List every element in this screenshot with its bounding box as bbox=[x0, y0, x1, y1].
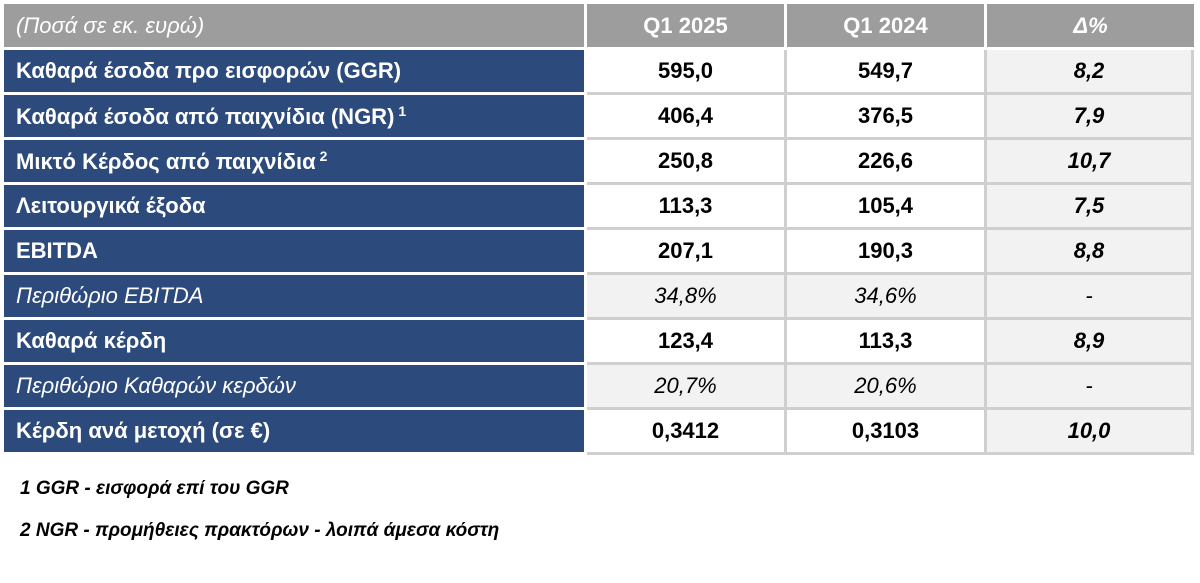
footnote-marker: 1 bbox=[398, 102, 407, 119]
row-label-text: Καθαρά κέρδη bbox=[16, 328, 167, 353]
row-label: Περιθώριο EBITDA bbox=[4, 275, 587, 320]
footnote-1: 1 GGR - εισφορά επί του GGR bbox=[20, 478, 289, 499]
footnote-marker: 2 bbox=[319, 147, 328, 164]
header-q1-2024: Q1 2024 bbox=[787, 4, 987, 50]
table-row: Καθαρά έσοδα από παιχνίδια (NGR) 1 406,4 … bbox=[4, 95, 1194, 140]
row-label-text: EBITDA bbox=[16, 238, 98, 263]
table-row: Καθαρά έσοδα προ εισφορών (GGR) 595,0 54… bbox=[4, 50, 1194, 95]
cell-q1-2024: 190,3 bbox=[787, 230, 987, 275]
row-label: Καθαρά έσοδα προ εισφορών (GGR) bbox=[4, 50, 587, 95]
row-label: Κέρδη ανά μετοχή (σε €) bbox=[4, 410, 587, 455]
cell-q1-2024: 549,7 bbox=[787, 50, 987, 95]
cell-delta: 8,8 bbox=[987, 230, 1194, 275]
row-label-text: Περιθώριο EBITDA bbox=[16, 283, 204, 308]
cell-q1-2025: 207,1 bbox=[587, 230, 787, 275]
cell-q1-2025: 406,4 bbox=[587, 95, 787, 140]
table-row: Περιθώριο EBITDA 34,8% 34,6% - bbox=[4, 275, 1194, 320]
header-delta-percent: Δ% bbox=[987, 4, 1194, 50]
cell-q1-2025: 123,4 bbox=[587, 320, 787, 365]
table-row: Λειτουργικά έξοδα 113,3 105,4 7,5 bbox=[4, 185, 1194, 230]
footnote-2: 2 NGR - προμήθειες πρακτόρων - λοιπά άμε… bbox=[20, 520, 500, 541]
cell-q1-2024: 20,6% bbox=[787, 365, 987, 410]
table-row: Μικτό Κέρδος από παιχνίδια 2 250,8 226,6 … bbox=[4, 140, 1194, 185]
cell-q1-2024: 34,6% bbox=[787, 275, 987, 320]
cell-delta: 7,5 bbox=[987, 185, 1194, 230]
cell-delta: 7,9 bbox=[987, 95, 1194, 140]
row-label-text: Λειτουργικά έξοδα bbox=[16, 193, 206, 218]
cell-q1-2025: 34,8% bbox=[587, 275, 787, 320]
row-label: Περιθώριο Καθαρών κερδών bbox=[4, 365, 587, 410]
cell-delta: 8,2 bbox=[987, 50, 1194, 95]
header-amounts-note: (Ποσά σε εκ. ευρώ) bbox=[4, 4, 587, 50]
cell-q1-2025: 0,3412 bbox=[587, 410, 787, 455]
cell-q1-2024: 0,3103 bbox=[787, 410, 987, 455]
row-label: Μικτό Κέρδος από παιχνίδια 2 bbox=[4, 140, 587, 185]
row-label-text: Καθαρά έσοδα προ εισφορών (GGR) bbox=[16, 58, 402, 83]
table-row: EBITDA 207,1 190,3 8,8 bbox=[4, 230, 1194, 275]
row-label: Καθαρά έσοδα από παιχνίδια (NGR) 1 bbox=[4, 95, 587, 140]
cell-q1-2025: 113,3 bbox=[587, 185, 787, 230]
row-label: Καθαρά κέρδη bbox=[4, 320, 587, 365]
financial-results-table: (Ποσά σε εκ. ευρώ) Q1 2025 Q1 2024 Δ% Κα… bbox=[4, 4, 1194, 455]
cell-q1-2024: 376,5 bbox=[787, 95, 987, 140]
cell-q1-2025: 250,8 bbox=[587, 140, 787, 185]
row-label-text: Καθαρά έσοδα από παιχνίδια (NGR) bbox=[16, 103, 395, 129]
row-label-text: Περιθώριο Καθαρών κερδών bbox=[16, 373, 296, 398]
row-label: Λειτουργικά έξοδα bbox=[4, 185, 587, 230]
cell-delta: - bbox=[987, 275, 1194, 320]
table-row: Κέρδη ανά μετοχή (σε €) 0,3412 0,3103 10… bbox=[4, 410, 1194, 455]
row-label-text: Κέρδη ανά μετοχή (σε €) bbox=[16, 418, 271, 443]
footnotes: 1 GGR - εισφορά επί του GGR 2 NGR - προμ… bbox=[20, 478, 499, 542]
cell-q1-2025: 20,7% bbox=[587, 365, 787, 410]
cell-q1-2025: 595,0 bbox=[587, 50, 787, 95]
cell-delta: 8,9 bbox=[987, 320, 1194, 365]
cell-q1-2024: 105,4 bbox=[787, 185, 987, 230]
cell-delta: 10,0 bbox=[987, 410, 1194, 455]
cell-delta: 10,7 bbox=[987, 140, 1194, 185]
row-label: EBITDA bbox=[4, 230, 587, 275]
table-row: Καθαρά κέρδη 123,4 113,3 8,9 bbox=[4, 320, 1194, 365]
cell-delta: - bbox=[987, 365, 1194, 410]
cell-q1-2024: 226,6 bbox=[787, 140, 987, 185]
table-row: Περιθώριο Καθαρών κερδών 20,7% 20,6% - bbox=[4, 365, 1194, 410]
table-header-row: (Ποσά σε εκ. ευρώ) Q1 2025 Q1 2024 Δ% bbox=[4, 4, 1194, 50]
financial-results-table-container: (Ποσά σε εκ. ευρώ) Q1 2025 Q1 2024 Δ% Κα… bbox=[4, 4, 1194, 455]
cell-q1-2024: 113,3 bbox=[787, 320, 987, 365]
row-label-text: Μικτό Κέρδος από παιχνίδια bbox=[16, 148, 316, 174]
header-q1-2025: Q1 2025 bbox=[587, 4, 787, 50]
